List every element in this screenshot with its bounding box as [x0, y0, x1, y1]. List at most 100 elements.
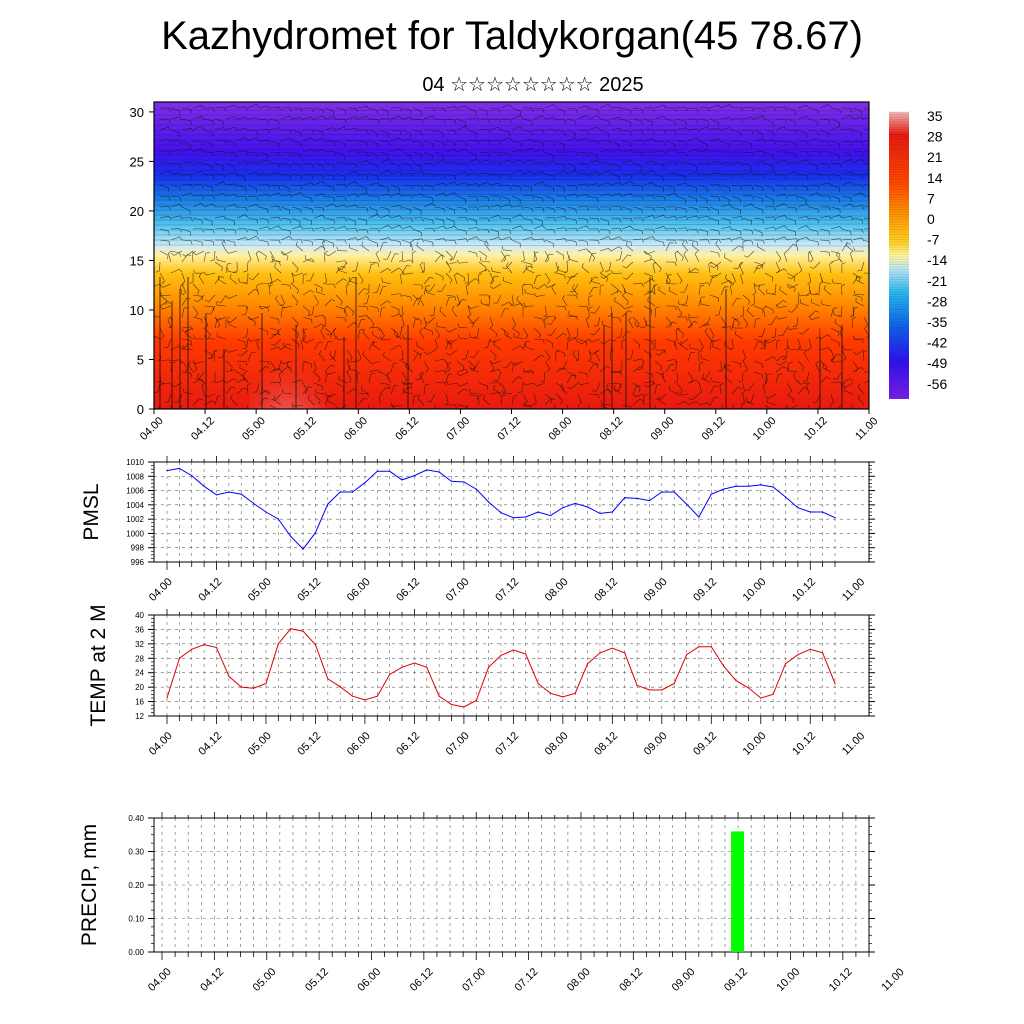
pmsl-x-tick-label: 08.12	[592, 576, 620, 604]
heatmap-y-tick-label: 25	[130, 154, 144, 169]
temp-point	[277, 643, 279, 645]
temp-point	[525, 653, 527, 655]
temp-point	[475, 699, 477, 702]
colorbar-gradient	[889, 112, 909, 399]
temp-point	[599, 652, 601, 654]
temp-point	[760, 697, 762, 699]
temp-point	[488, 666, 490, 668]
temp-y-tick-label: 16	[135, 698, 144, 707]
heatmap-x-tick-label: 05.12	[291, 415, 319, 443]
heatmap-x-axis: 04.00 04.12 05.00 05.12 06.00 06.12 07.00 07.12…	[138, 409, 881, 443]
temp-point	[549, 692, 552, 694]
temp-point	[302, 630, 304, 632]
pmsl-x-tick-label: 04.12	[196, 576, 224, 604]
heatmap-x-tick-label: 10.00	[751, 415, 779, 443]
colorbar-label: -28	[927, 293, 947, 309]
pmsl-point	[178, 467, 180, 470]
pmsl-point	[735, 485, 737, 487]
pmsl-y-tick-label: 1010	[126, 458, 144, 467]
temp-point	[562, 696, 564, 698]
temp-point	[413, 662, 416, 664]
heatmap-y-tick-label: 5	[137, 352, 144, 367]
pmsl-point	[574, 502, 576, 505]
heatmap-y-tick-label: 10	[130, 303, 144, 318]
temp-point	[389, 673, 391, 676]
heatmap-x-tick-label: 04.00	[138, 415, 166, 443]
temp-y-tick-label: 32	[135, 640, 144, 649]
colorbar-label: 0	[927, 211, 935, 227]
pmsl-x-tick-label: 10.12	[790, 576, 818, 604]
heatmap-x-tick-label: 08.00	[546, 415, 574, 443]
temp-point	[376, 695, 378, 697]
precip-x-tick-label: 11.00	[879, 966, 906, 993]
temp-point	[265, 682, 267, 685]
precip-bar	[731, 831, 745, 952]
heatmap-x-tick-label: 10.12	[802, 415, 830, 443]
pmsl-point	[228, 491, 230, 493]
precip-x-tick-label: 09.00	[670, 966, 698, 994]
temp-point	[450, 703, 453, 706]
precip-y-tick-label: 0.20	[128, 881, 144, 890]
pmsl-x-tick-label: 11.00	[840, 576, 867, 603]
precip-x-tick-label: 04.00	[146, 966, 174, 994]
pmsl-point	[351, 491, 354, 493]
pmsl-x-tick-label: 06.12	[394, 576, 422, 604]
temp-point	[685, 654, 688, 656]
colorbar-label: -42	[927, 335, 947, 351]
colorbar-label: -21	[927, 273, 947, 289]
pmsl-point	[166, 469, 168, 472]
heatmap-x-tick-label: 11.00	[853, 415, 880, 442]
temp-x-tick-label: 08.00	[543, 730, 571, 758]
temp-point	[339, 686, 341, 688]
pmsl-x-tick-label: 09.12	[691, 576, 719, 604]
pmsl-point	[747, 485, 750, 487]
heatmap-y-axis: 0 5 10 15 20 25 30	[130, 105, 154, 417]
colorbar-label: -14	[927, 252, 947, 268]
pmsl-point	[413, 474, 416, 477]
temp-point	[809, 648, 811, 650]
pmsl-y-tick-label: 1006	[126, 487, 144, 496]
temp-x-tick-label: 08.12	[592, 730, 620, 758]
pmsl-point	[822, 511, 824, 513]
pmsl-y-tick-label: 1000	[126, 529, 144, 538]
pmsl-point	[525, 516, 527, 518]
precip-x-tick-label: 05.00	[251, 966, 279, 994]
temp-point	[636, 684, 638, 686]
temp-y-tick-label: 36	[135, 625, 144, 634]
temp-point	[215, 646, 218, 649]
temp-y-axis-title: TEMP at 2 M	[87, 604, 110, 726]
precip-y-tick-label: 0.10	[128, 915, 144, 924]
temp-point	[537, 682, 539, 685]
pmsl-point	[191, 474, 193, 477]
colorbar-label: 35	[927, 108, 943, 124]
heatmap-x-tick-label: 07.00	[444, 415, 472, 443]
temp-x-tick-label: 05.00	[246, 730, 274, 758]
precip-y-tick-label: 0.40	[128, 814, 144, 823]
pmsl-point	[277, 518, 279, 520]
pmsl-point	[401, 479, 403, 481]
temp-point	[463, 706, 465, 708]
pmsl-point	[302, 548, 304, 550]
heatmap-x-tick-label: 05.00	[240, 415, 268, 443]
pmsl-point	[327, 503, 329, 505]
pmsl-point	[772, 486, 774, 488]
temp-y-tick-label: 20	[135, 683, 144, 692]
pmsl-x-tick-label: 05.12	[295, 576, 323, 604]
heatmap-x-tick-label: 06.00	[342, 415, 370, 443]
temp-point	[586, 663, 589, 665]
pmsl-point	[599, 512, 601, 515]
temp-x-tick-label: 09.00	[642, 730, 670, 758]
precip-x-tick-label: 04.12	[198, 966, 226, 994]
precip-x-tick-label: 08.00	[565, 966, 593, 994]
pmsl-panel: 996 998 1000 1002 1004 1006 1008 1010 04.00 04.12…	[80, 456, 875, 604]
heatmap-x-tick-label: 09.00	[649, 415, 677, 443]
pmsl-y-tick-label: 996	[131, 558, 145, 567]
colorbar-label: -49	[927, 355, 947, 371]
pmsl-point	[611, 511, 613, 513]
pmsl-point	[265, 511, 267, 513]
temp-point	[166, 697, 168, 699]
temp-point	[772, 693, 774, 695]
pmsl-point	[488, 501, 490, 503]
pmsl-point	[549, 514, 552, 517]
temp-point	[438, 695, 440, 697]
